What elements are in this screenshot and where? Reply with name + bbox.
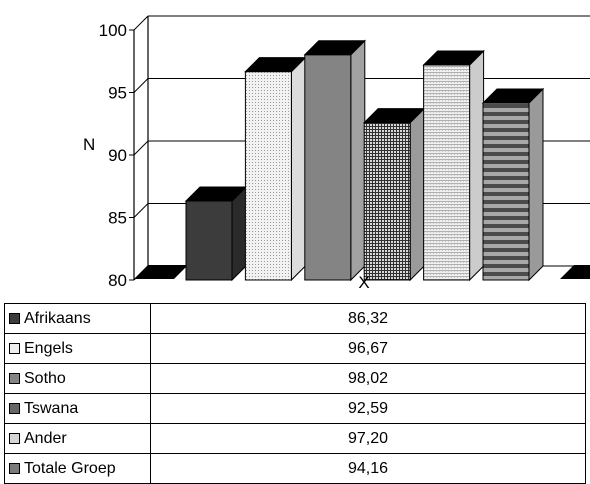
gridline-depth xyxy=(133,15,149,31)
bar-sotho xyxy=(303,39,367,282)
table-row: Sotho 98,02 xyxy=(4,363,586,394)
bar-ander xyxy=(422,49,485,282)
bar-engels xyxy=(244,56,307,282)
legend-cell: Sotho xyxy=(4,363,151,394)
legend-swatch xyxy=(9,462,20,474)
bar-side xyxy=(469,49,485,282)
bar-side xyxy=(350,39,366,282)
series-name: Totale Groep xyxy=(24,459,116,477)
bar-front xyxy=(185,200,233,281)
y-axis-label: N xyxy=(83,135,95,154)
bar-side xyxy=(409,107,425,282)
table-row: Ander 97,20 xyxy=(4,423,586,454)
bar-tswana xyxy=(362,107,426,282)
series-name: Sotho xyxy=(24,369,66,387)
table-row: Afrikaans 86,32 xyxy=(4,303,586,334)
gridline-depth xyxy=(133,203,149,218)
gridline-depth xyxy=(133,140,149,156)
value-cell: 96,67 xyxy=(150,333,586,364)
legend-swatch xyxy=(9,312,20,324)
legend-swatch xyxy=(9,372,20,384)
table-row: Engels 96,67 xyxy=(4,333,586,364)
value-cell: 86,32 xyxy=(150,303,586,334)
series-name: Tswana xyxy=(24,399,79,417)
floor-edge-left xyxy=(134,265,188,279)
legend-swatch xyxy=(9,402,20,414)
bar-top xyxy=(422,50,485,66)
legend-cell: Tswana xyxy=(4,393,151,424)
value-cell: 97,20 xyxy=(150,423,586,454)
bar-side xyxy=(231,185,247,282)
bar-front xyxy=(482,102,530,281)
y-tick-label: 85 xyxy=(108,209,127,228)
legend-swatch xyxy=(9,432,20,444)
legend-swatch xyxy=(9,342,20,354)
series-name: Ander xyxy=(24,429,67,447)
bar-top xyxy=(303,40,367,56)
value-cell: 92,59 xyxy=(150,393,586,424)
x-axis-label: X xyxy=(358,273,369,292)
legend-cell: Totale Groep xyxy=(4,453,151,484)
bar-side xyxy=(528,87,544,282)
bar-side xyxy=(290,56,306,282)
bar-front xyxy=(363,122,411,281)
bar-front xyxy=(244,71,292,281)
gridline-depth xyxy=(133,78,149,93)
table-row: Totale Groep 94,16 xyxy=(4,453,586,484)
floor-edge-right xyxy=(560,265,590,279)
legend-cell: Engels xyxy=(4,333,151,364)
legend-cell: Afrikaans xyxy=(4,303,151,334)
y-tick-label: 95 xyxy=(108,84,127,103)
bar-totale-groep xyxy=(481,87,545,282)
bar-front xyxy=(304,54,352,281)
value-cell: 94,16 xyxy=(150,453,586,484)
legend-cell: Ander xyxy=(4,423,151,454)
bar-front xyxy=(423,64,471,281)
data-table: Afrikaans 86,32 Engels 96,67 Sotho 98,02 Tswan… xyxy=(4,303,586,484)
bar-afrikaans xyxy=(184,185,248,282)
y-tick-label: 80 xyxy=(108,271,127,290)
value-cell: 98,02 xyxy=(150,363,586,394)
y-tick-label: 90 xyxy=(108,146,127,165)
bar-chart: 80 85 90 95 100 N X xyxy=(83,15,590,292)
bar-top xyxy=(481,88,545,104)
table-row: Tswana 92,59 xyxy=(4,393,586,424)
y-tick-label: 100 xyxy=(99,21,127,40)
series-name: Afrikaans xyxy=(24,309,91,327)
series-name: Engels xyxy=(24,339,73,357)
